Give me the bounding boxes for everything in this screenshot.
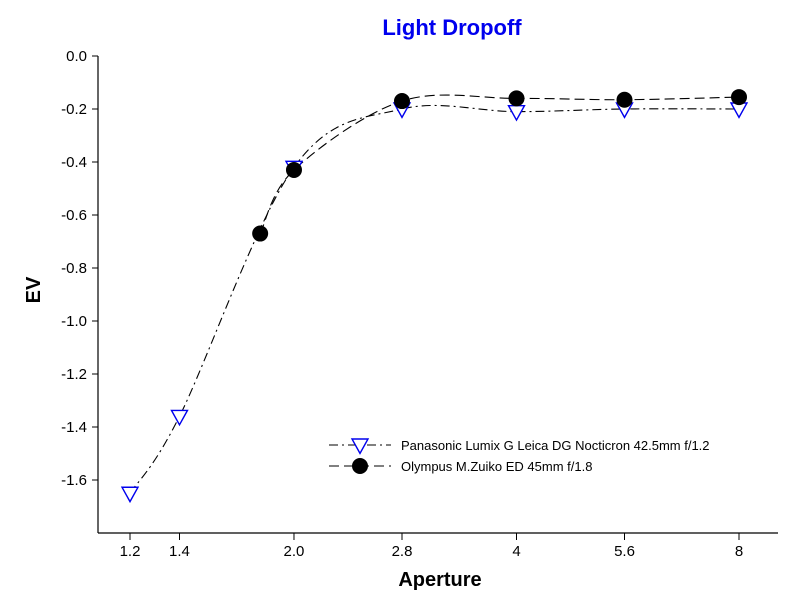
data-point-series-1 <box>170 409 189 427</box>
y-axis: 0.0 -0.2 -0.4 -0.6 -0.8 -1.0 -1.2 -1.4 -1.6 <box>61 48 98 489</box>
y-tick-label: -0.2 <box>61 101 87 118</box>
legend-label: Olympus M.Zuiko ED 45mm f/1.8 <box>401 459 592 474</box>
y-tick-label: -0.6 <box>61 207 87 224</box>
legend-marker <box>352 458 368 474</box>
x-tick-label: 8 <box>735 543 743 560</box>
y-tick-label: -1.6 <box>61 472 87 489</box>
y-tick-label: 0.0 <box>66 48 87 65</box>
data-point-series-2 <box>252 225 269 242</box>
y-tick-label: -1.2 <box>61 366 87 383</box>
data-point-series-1 <box>507 104 526 122</box>
chart-title: Light Dropoff <box>382 15 522 40</box>
data-point-series-2 <box>393 93 410 110</box>
y-axis-label: EV <box>23 276 45 303</box>
y-tick-label: -0.8 <box>61 260 87 277</box>
x-tick-label: 5.6 <box>614 543 635 560</box>
series-lines <box>129 94 740 494</box>
x-tick-label: 2.8 <box>392 543 413 560</box>
x-tick-label: 1.4 <box>169 543 190 560</box>
x-tick-label: 4 <box>512 543 520 560</box>
series-line-1 <box>129 104 740 494</box>
data-point-series-2 <box>508 90 525 107</box>
data-point-series-1 <box>729 102 749 119</box>
legend: Panasonic Lumix G Leica DG Nocticron 42.… <box>329 438 710 474</box>
y-tick-label: -1.0 <box>61 313 87 330</box>
legend-label: Panasonic Lumix G Leica DG Nocticron 42.… <box>401 438 710 453</box>
x-tick-label: 1.2 <box>120 543 141 560</box>
data-point-series-2 <box>616 91 633 108</box>
series-layer <box>120 89 749 504</box>
x-axis: 1.2 1.4 2.0 2.8 4 5.6 8 <box>120 533 743 560</box>
plot-frame <box>97 56 778 534</box>
legend-item: Olympus M.Zuiko ED 45mm f/1.8 <box>329 458 592 474</box>
x-axis-label: Aperture <box>398 569 481 591</box>
x-tick-label: 2.0 <box>284 543 305 560</box>
y-tick-label: -1.4 <box>61 419 87 436</box>
legend-item: Panasonic Lumix G Leica DG Nocticron 42.… <box>329 438 710 455</box>
data-point-series-1 <box>120 486 140 504</box>
data-point-series-2 <box>731 89 747 106</box>
legend-marker <box>350 438 370 455</box>
data-point-series-2 <box>285 161 302 178</box>
series-line-2 <box>259 94 740 234</box>
series-markers <box>120 89 749 504</box>
y-tick-label: -0.4 <box>61 154 87 171</box>
